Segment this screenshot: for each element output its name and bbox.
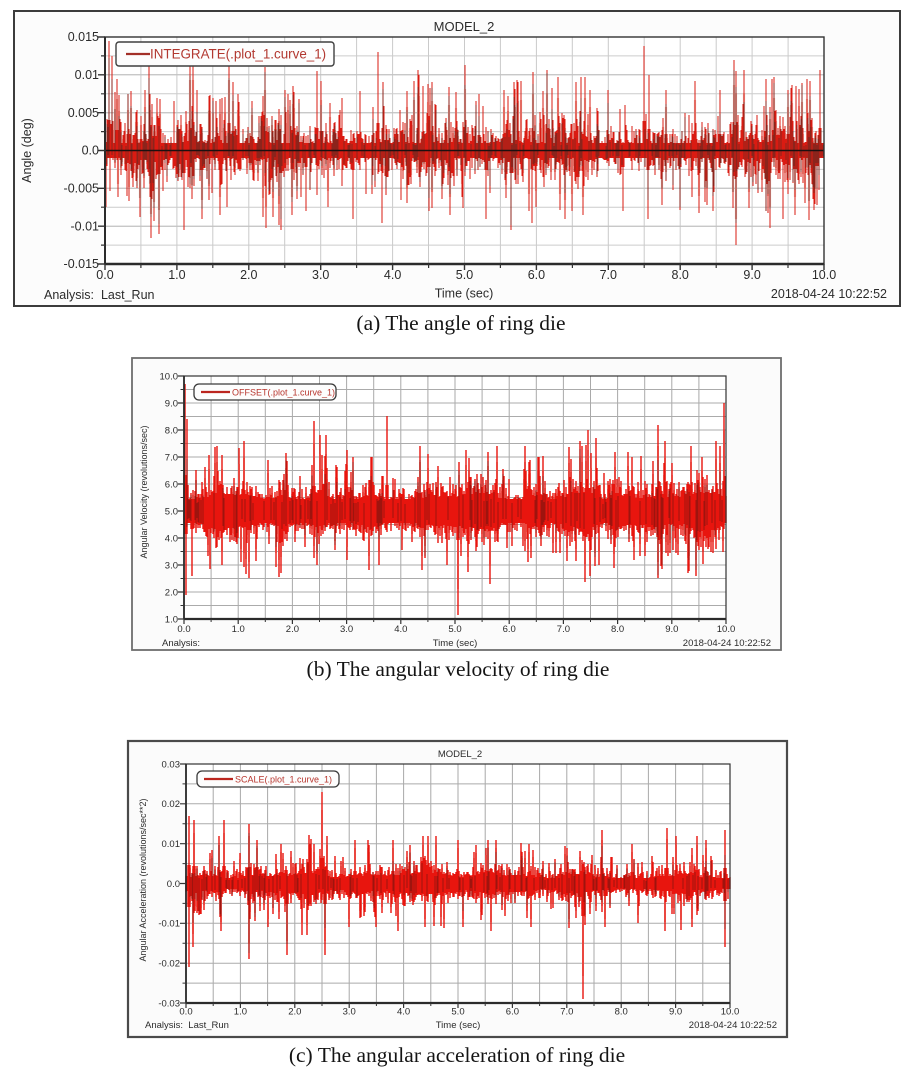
svg-text:Angle (deg): Angle (deg)	[20, 118, 34, 183]
svg-text:7.0: 7.0	[560, 1007, 573, 1018]
svg-text:-0.03: -0.03	[158, 998, 180, 1009]
svg-text:0.02: 0.02	[162, 799, 181, 810]
svg-text:4.0: 4.0	[165, 533, 178, 544]
svg-text:Time (sec): Time (sec)	[433, 638, 478, 649]
svg-text:9.0: 9.0	[669, 1007, 682, 1018]
svg-text:0.0: 0.0	[177, 624, 190, 635]
svg-text:-0.02: -0.02	[158, 959, 180, 970]
svg-text:4.0: 4.0	[397, 1007, 410, 1018]
svg-text:OFFSET(.plot_1.curve_1): OFFSET(.plot_1.curve_1)	[232, 388, 335, 398]
svg-text:0.0: 0.0	[179, 1007, 192, 1018]
svg-text:1.0: 1.0	[234, 1007, 247, 1018]
svg-text:2.0: 2.0	[165, 587, 178, 598]
svg-text:0.015: 0.015	[68, 30, 99, 44]
svg-text:5.0: 5.0	[448, 624, 461, 635]
svg-text:-0.005: -0.005	[64, 182, 99, 196]
svg-text:3.0: 3.0	[340, 624, 353, 635]
svg-text:8.0: 8.0	[615, 1007, 628, 1018]
svg-text:-0.01: -0.01	[158, 919, 180, 930]
svg-text:7.0: 7.0	[557, 624, 570, 635]
svg-text:SCALE(.plot_1.curve_1): SCALE(.plot_1.curve_1)	[235, 775, 332, 785]
svg-text:0.01: 0.01	[162, 839, 181, 850]
svg-text:0.0: 0.0	[82, 144, 99, 158]
svg-text:0.0: 0.0	[167, 879, 180, 890]
svg-text:(b) The angular velocity of ri: (b) The angular velocity of ring die	[307, 657, 610, 681]
svg-text:2018-04-24 10:22:52: 2018-04-24 10:22:52	[689, 1020, 777, 1031]
svg-text:0.005: 0.005	[68, 106, 99, 120]
svg-text:9.0: 9.0	[665, 624, 678, 635]
svg-text:10.0: 10.0	[812, 268, 836, 282]
svg-text:8.0: 8.0	[165, 425, 178, 436]
svg-text:8.0: 8.0	[611, 624, 624, 635]
svg-text:Analysis: Last_Run: Analysis: Last_Run	[145, 1020, 229, 1031]
svg-text:1.0: 1.0	[168, 268, 185, 282]
svg-text:-0.01: -0.01	[71, 219, 100, 233]
svg-text:7.0: 7.0	[600, 268, 617, 282]
svg-text:0.0: 0.0	[96, 268, 113, 282]
svg-text:4.0: 4.0	[394, 624, 407, 635]
svg-text:INTEGRATE(.plot_1.curve_1): INTEGRATE(.plot_1.curve_1)	[150, 47, 326, 62]
svg-text:1.0: 1.0	[232, 624, 245, 635]
svg-text:Analysis:: Analysis:	[162, 638, 200, 649]
svg-text:1.0: 1.0	[165, 614, 178, 625]
svg-text:0.01: 0.01	[75, 68, 99, 82]
svg-text:(a) The angle of ring die: (a) The angle of ring die	[356, 311, 565, 335]
svg-text:3.0: 3.0	[343, 1007, 356, 1018]
svg-text:10.0: 10.0	[721, 1007, 740, 1018]
svg-text:-0.015: -0.015	[64, 257, 99, 271]
svg-text:2.0: 2.0	[288, 1007, 301, 1018]
svg-text:MODEL_2: MODEL_2	[438, 749, 482, 760]
svg-text:10.0: 10.0	[160, 371, 179, 382]
svg-text:5.0: 5.0	[165, 506, 178, 517]
svg-text:9.0: 9.0	[165, 398, 178, 409]
svg-text:2018-04-24 10:22:52: 2018-04-24 10:22:52	[683, 638, 771, 649]
svg-text:3.0: 3.0	[165, 560, 178, 571]
svg-text:2.0: 2.0	[286, 624, 299, 635]
svg-text:10.0: 10.0	[717, 624, 736, 635]
svg-text:3.0: 3.0	[312, 268, 329, 282]
svg-text:8.0: 8.0	[672, 268, 689, 282]
svg-text:0.03: 0.03	[162, 759, 181, 770]
svg-text:Time (sec): Time (sec)	[435, 287, 494, 301]
svg-text:2018-04-24 10:22:52: 2018-04-24 10:22:52	[771, 287, 887, 301]
svg-text:6.0: 6.0	[506, 1007, 519, 1018]
svg-text:7.0: 7.0	[165, 452, 178, 463]
svg-text:4.0: 4.0	[384, 268, 401, 282]
svg-text:6.0: 6.0	[165, 479, 178, 490]
svg-text:9.0: 9.0	[743, 268, 760, 282]
svg-text:(c) The angular acceleration o: (c) The angular acceleration of ring die	[289, 1043, 625, 1067]
svg-text:Time (sec): Time (sec)	[436, 1020, 481, 1031]
svg-text:6.0: 6.0	[503, 624, 516, 635]
svg-text:MODEL_2: MODEL_2	[434, 19, 495, 34]
svg-text:5.0: 5.0	[456, 268, 473, 282]
svg-text:2.0: 2.0	[240, 268, 257, 282]
svg-text:Angular Acceleration (revoluti: Angular Acceleration (revolutions/sec**2…	[138, 798, 148, 961]
svg-text:5.0: 5.0	[451, 1007, 464, 1018]
svg-text:Angular Velocity (revolutions/: Angular Velocity (revolutions/sec)	[139, 425, 149, 558]
svg-text:6.0: 6.0	[528, 268, 545, 282]
svg-text:Analysis: Last_Run: Analysis: Last_Run	[44, 288, 155, 302]
